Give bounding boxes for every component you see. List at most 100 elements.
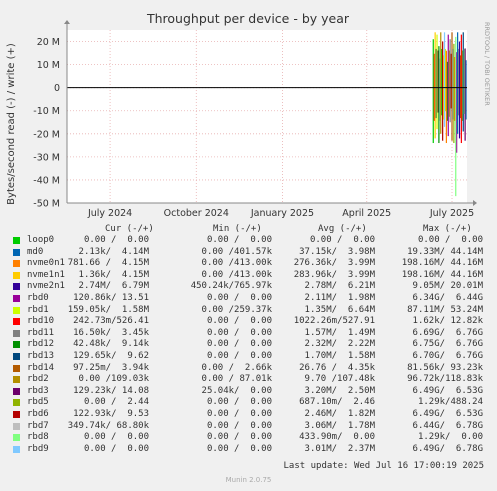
legend-series-name: rbd3 [27,385,49,396]
legend-avg-value: 1.70M/ 1.58M [304,351,375,361]
x-tick-label: April 2025 [342,208,391,219]
legend-avg-value: 26.76 / 4.35k [299,362,375,373]
legend-max-value: 1.29k/488.24 [417,397,483,408]
x-tick-label: July 2025 [429,208,474,219]
legend-avg-value: 9.70 /107.48k [304,374,375,385]
legend-series-name: rbd12 [27,339,55,350]
legend-cur-value: 0.00 / 0.00 [83,443,149,454]
legend-series-name: rbd14 [27,362,55,373]
legend-item: rbd9 0.00 / 0.00 0.00 / 0.00 3.01M/ 2.37M 6.… [13,444,493,455]
legend-swatch [13,260,20,268]
legend-item: loop0 0.00 / 0.00 0.00 / 0.00 0.00 / 0.00 0.… [13,235,493,246]
legend-cur-value: 0.00 /109.03k [78,374,149,385]
legend-avg-value: 3.06M/ 1.78M [304,420,375,431]
legend-header-cur: Cur (-/+) [105,224,154,234]
legend-avg-value: 2.46M/ 1.82M [304,409,375,419]
legend-min-value: 450.24k/765.97k [190,281,272,292]
legend-swatch [13,237,20,244]
legend-series-name: rbd6 [27,409,49,419]
legend-max-value: 1.29k/ 0.00 [417,432,483,443]
legend-swatch [13,306,20,314]
legend-cur-value: 0.00 / 0.00 [83,235,149,245]
legend-cur-value: 349.74k/ 68.80k [67,420,149,431]
legend-series-name: rbd8 [27,432,49,443]
legend-max-value: 198.16M/ 44.16M [401,258,483,269]
y-tick-label: -40 M [33,175,60,186]
legend-max-value: 6.69G/ 6.76G [412,327,483,338]
legend-min-value: 0.00 / 2.66k [201,362,272,373]
legend-swatch [13,341,20,349]
legend-item: rbd5 0.00 / 2.44 0.00 / 0.00 687.10m/ 2.46 1… [13,397,493,408]
legend-avg-value: 1022.26m/527.91 [293,316,375,327]
legend-item: rbd7 349.74k/ 68.80k 0.00 / 0.00 3.06M/ 1.7… [13,421,493,432]
legend-item: nvme1n1 1.36k/ 4.15M 0.00 /413.00k 283.96k/… [13,270,493,281]
legend-cur-value: 122.93k/ 9.53 [73,409,149,419]
legend-series-name: md0 [27,246,44,257]
rrdtool-watermark: RRDTOOL / TOBI OETIKER [483,22,491,106]
legend-item: nvme0n1 781.66 / 4.15M 0.00 /413.00k 276.36… [13,258,493,269]
legend-item: rbd1 159.05k/ 1.58M 0.00 /259.37k 1.35M/ 6.… [13,305,493,316]
legend-series-name: nvme1n1 [27,269,65,280]
legend-swatch [13,399,20,407]
y-tick-label: -10 M [33,106,60,117]
legend-max-value: 0.00 / 0.00 [417,235,483,245]
legend-swatch [13,295,20,302]
legend-min-value: 0.00 / 0.00 [206,397,272,408]
legend-swatch [13,376,20,384]
series-traces [432,32,467,197]
legend-min-value: 0.00 / 87.01k [201,374,272,385]
legend-item: rbd12 42.48k/ 9.14k 0.00 / 0.00 2.32M/ 2.22… [13,339,493,350]
legend-avg-value: 2.32M/ 2.22M [304,339,375,350]
legend-avg-value: 283.96k/ 3.99M [293,269,375,280]
x-axis-arrow [473,200,477,206]
legend-min-value: 0.00 / 0.00 [206,235,272,245]
legend-swatch [13,411,20,418]
x-tick-label: January 2025 [250,208,314,219]
legend-swatch [13,329,20,337]
legend-swatch [13,271,20,279]
y-tick-label: -30 M [33,152,60,163]
legend-avg-value: 1.35M/ 6.64M [304,304,375,315]
legend-max-value: 96.72k/118.83k [407,374,483,385]
legend-series-name: rbd2 [27,374,49,385]
legend-swatch [13,422,20,430]
legend-avg-value: 37.15k/ 3.98M [299,246,375,257]
legend-header-avg: Avg (-/+) [318,224,367,234]
legend-min-value: 0.00 / 0.00 [206,409,272,419]
legend-max-value: 1.62k/ 12.82k [412,316,483,327]
legend-item: rbd6 122.93k/ 9.53 0.00 / 0.00 2.46M/ 1.82M… [13,409,493,420]
legend-cur-value: 781.66 / 4.15M [67,258,149,269]
legend-cur-value: 2.13k/ 4.14M [78,246,149,257]
legend-cur-value: 1.36k/ 4.15M [78,269,149,280]
munin-version: Munin 2.0.75 [225,476,272,484]
y-tick-label: -20 M [33,129,60,140]
legend-item: rbd2 0.00 /109.03k 0.00 / 87.01k 9.70 /107.… [13,374,493,385]
legend-min-value: 0.00 /413.00k [201,269,272,280]
legend-max-value: 6.44G/ 6.78G [412,420,483,431]
legend-series-name: rbd11 [27,327,55,338]
chart-title: Throughput per device - by year [146,11,350,26]
legend-series-name: rbd7 [27,420,49,431]
legend-swatch [13,364,20,372]
legend-avg-value: 2.11M/ 1.98M [304,293,375,303]
y-axis-arrow [64,20,70,24]
legend-min-value: 0.00 /401.57k [201,246,272,257]
legend-max-value: 6.34G/ 6.44G [412,293,483,303]
legend-series-name: nvme0n1 [27,258,65,269]
legend-item: md0 2.13k/ 4.14M 0.00 /401.57k 37.15k/ 3.98… [13,247,493,258]
legend-avg-value: 276.36k/ 3.99M [293,258,375,269]
legend-min-value: 0.00 /413.00k [201,258,272,269]
legend-max-value: 87.11M/ 53.24M [407,304,483,315]
legend-series-name: rbd0 [27,293,49,303]
legend-max-value: 6.49G/ 6.53G [412,385,483,396]
legend-min-value: 0.00 / 0.00 [206,293,272,303]
legend-item: rbd14 97.25m/ 3.94k 0.00 / 2.66k 26.76 / 4.… [13,363,493,374]
legend-item: nvme2n1 2.74M/ 6.79M 450.24k/765.97k 2.78M/… [13,281,493,292]
legend-cur-value: 0.00 / 0.00 [83,432,149,443]
legend-swatch [13,248,20,256]
legend-swatch [13,387,20,395]
legend-series-name: rbd1 [27,304,49,315]
x-tick-label: October 2024 [164,208,229,219]
legend-min-value: 0.00 / 0.00 [206,443,272,454]
